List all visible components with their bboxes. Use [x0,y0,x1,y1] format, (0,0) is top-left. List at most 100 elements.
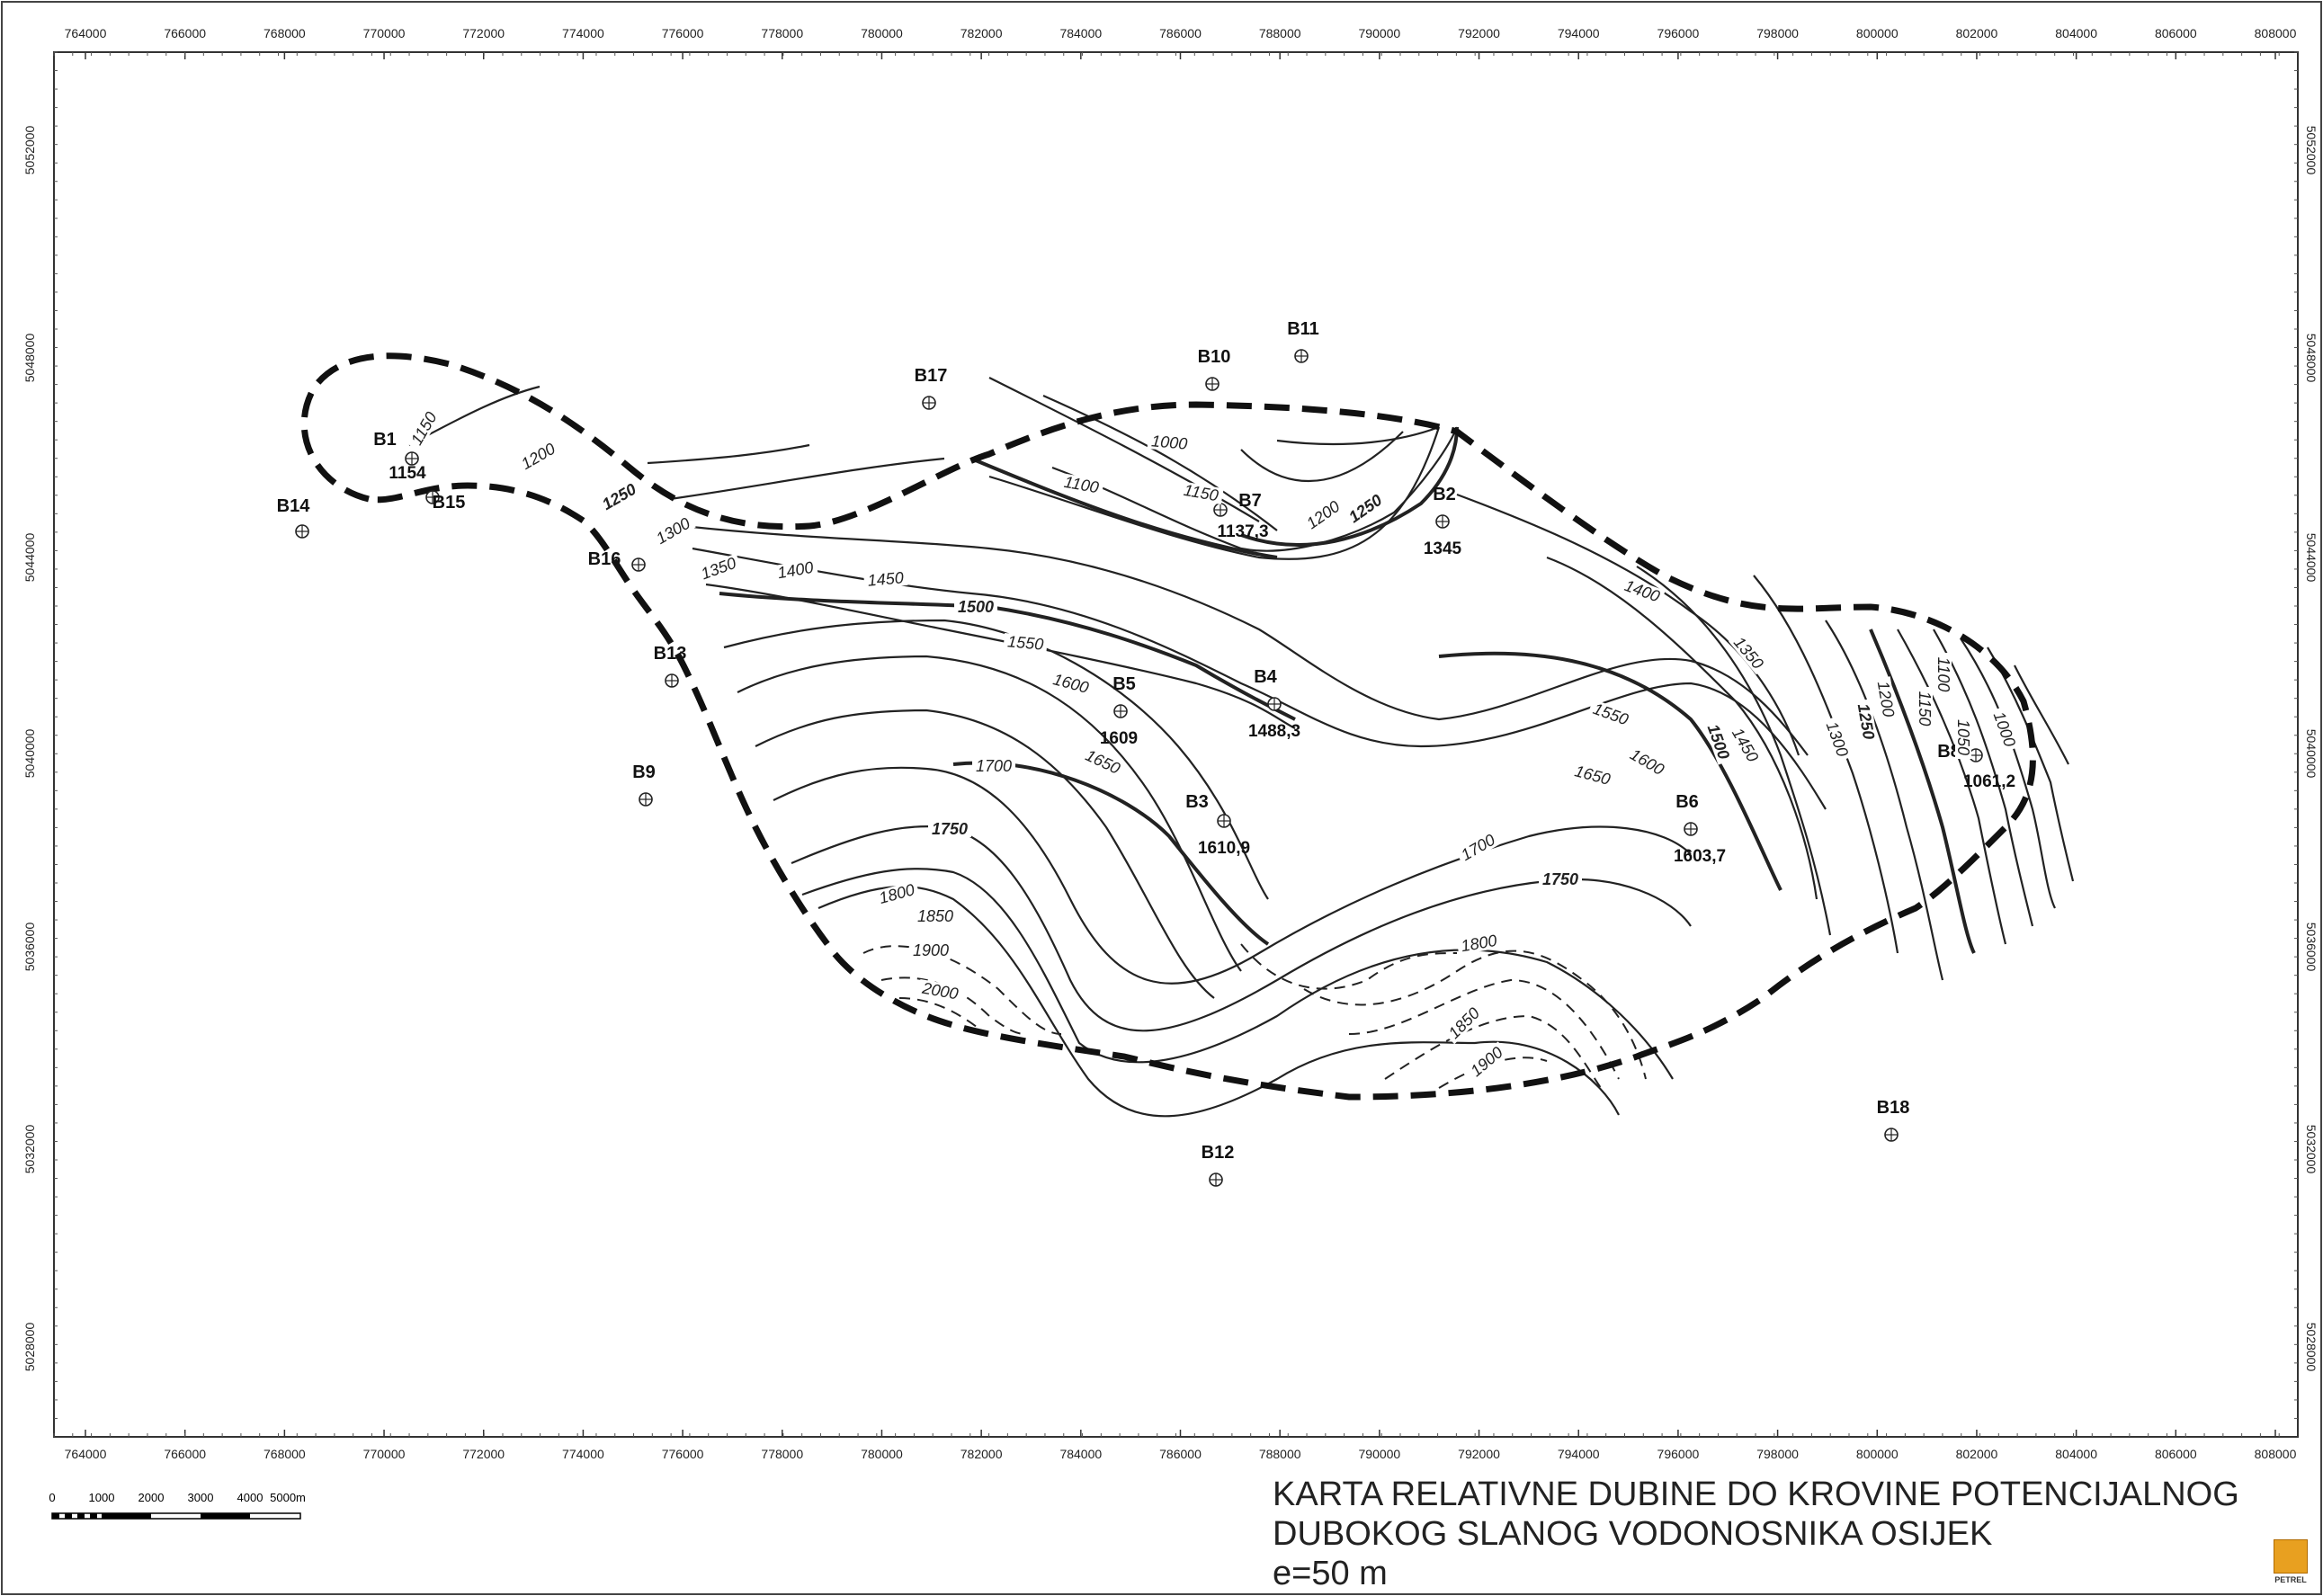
well-b4: B4 1488,3 [1248,667,1300,741]
x-tick-label: 796000 [1657,1447,1700,1461]
contour-label: 1550 [1006,632,1044,653]
well-b1: B1 1154 [373,430,426,483]
dashed-contour-line [1240,943,1458,990]
contour-label-bg [1048,670,1094,698]
contour-label: 1700 [976,757,1012,775]
contour-line [1240,431,1404,483]
contour-line [1456,493,1800,756]
well-label: B14 [277,496,311,516]
contour-label: 1100 [1934,657,1952,692]
x-tick-label: 804000 [2055,26,2097,40]
contour-label-bg [1343,489,1389,528]
x-tick-label: 776000 [662,26,704,40]
contour-line [1897,629,2007,945]
contour-line [647,443,810,465]
contour-label-bg [1619,575,1666,606]
y-tick-label: 5052000 [2304,126,2319,175]
map-title: KARTA RELATIVNE DUBINE DO KROVINE POTENC… [1273,1475,2239,1593]
well-value: 1137,3 [1217,522,1268,541]
contour-label-bg [1300,495,1346,534]
x-tick-label: 776000 [662,1447,704,1461]
x-tick-label: 794000 [1558,1447,1600,1461]
x-tick-label: 792000 [1458,1447,1500,1461]
contour-label: 1250 [1854,702,1879,741]
well-label: B1 [373,430,397,450]
contour-line [683,524,1809,756]
contour-line [719,592,1296,721]
x-tick-label: 788000 [1259,26,1301,40]
contour-label: 1450 [867,568,905,589]
x-tick-label: 802000 [1956,26,1998,40]
contour-line [988,377,1260,522]
x-tick-label: 802000 [1956,1447,1998,1461]
contour-line [801,868,1674,1080]
x-axis-labels-bottom: 764000 766000 768000 770000 772000 774000 7760… [65,1447,2297,1461]
x-tick-label: 790000 [1359,1447,1401,1461]
well-label: B11 [1287,319,1319,339]
x-tick-label: 804000 [2055,1447,2097,1461]
x-tick-label: 794000 [1558,26,1600,40]
contour-label-bg [1935,653,1952,696]
contour-label-bg [1443,1002,1486,1045]
contour-label: 1000 [1990,709,2019,749]
well-label: B15 [433,493,466,513]
well-label: B2 [1433,485,1456,504]
contour-label-bg [972,758,1015,774]
contour-line [1753,575,1899,954]
petrel-logo-icon [2274,1539,2308,1574]
well-label: B10 [1198,347,1231,367]
scale-label: 2000 [138,1491,165,1504]
y-tick-label: 5044000 [22,533,37,583]
x-tick-label: 778000 [761,1447,803,1461]
x-tick-label: 784000 [1059,26,1102,40]
x-tick-label: 786000 [1159,26,1202,40]
contour-label: 1600 [1051,670,1091,697]
contour-label-bg [1079,745,1126,779]
contour-label-bg [1464,1041,1509,1083]
contour-line [692,547,1827,810]
x-tick-label: 772000 [462,1447,505,1461]
contour-label-bg [873,880,920,908]
contour-label-bg [1455,829,1501,866]
y-axis-labels-left: 5052000 5048000 5044000 5040000 5036000 50320… [22,126,37,1372]
well-value: 1154 [389,464,426,483]
contour-line [1240,426,1459,547]
dashed-contour-line [898,997,981,1030]
x-tick-label: 790000 [1359,26,1401,40]
well-b7: B7 1137,3 [1213,491,1269,541]
contour-label-bg [954,599,997,615]
petrel-logo: PETREL [2274,1539,2308,1588]
contour-label-bg [1873,676,1898,722]
y-tick-label: 5048000 [22,334,37,383]
title-line-2: DUBOKOG SLANOG VODONOSNIKA OSIJEK [1273,1515,1993,1553]
x-tick-label: 800000 [1856,26,1899,40]
y-tick-label: 5032000 [22,1125,37,1174]
contour-label-bg [1456,932,1502,956]
well-b9: B9 [632,762,656,807]
dashed-contour-line [1348,978,1620,1080]
well-label: B13 [654,644,687,664]
contour-label: 1100 [1063,473,1101,496]
well-b6: B6 1603,7 [1674,792,1726,866]
contour-label-bg [1854,699,1878,745]
well-value: 1610,9 [1198,839,1250,858]
x-tick-label: 806000 [2155,1447,2197,1461]
well-b14: B14 [277,496,311,539]
contour-label-bg [1822,716,1853,762]
contour-line [1987,646,2075,882]
contour-line [1051,426,1459,552]
x-tick-label: 768000 [264,1447,306,1461]
scale-label: 5000m [270,1491,306,1504]
petrel-logo-text: PETREL [2274,1575,2307,1584]
contour-line [952,761,1270,946]
contour-label-bg [1059,473,1104,497]
contour-label: 1150 [1916,691,1934,727]
contour-label-bg [1989,706,2020,753]
x-tick-label: 782000 [960,26,1003,40]
x-tick-label: 774000 [562,1447,604,1461]
y-tick-label: 5044000 [2304,533,2319,583]
scale-label: 1000 [89,1491,115,1504]
contour-label: 1750 [1542,870,1578,888]
contour-line [773,766,1692,985]
